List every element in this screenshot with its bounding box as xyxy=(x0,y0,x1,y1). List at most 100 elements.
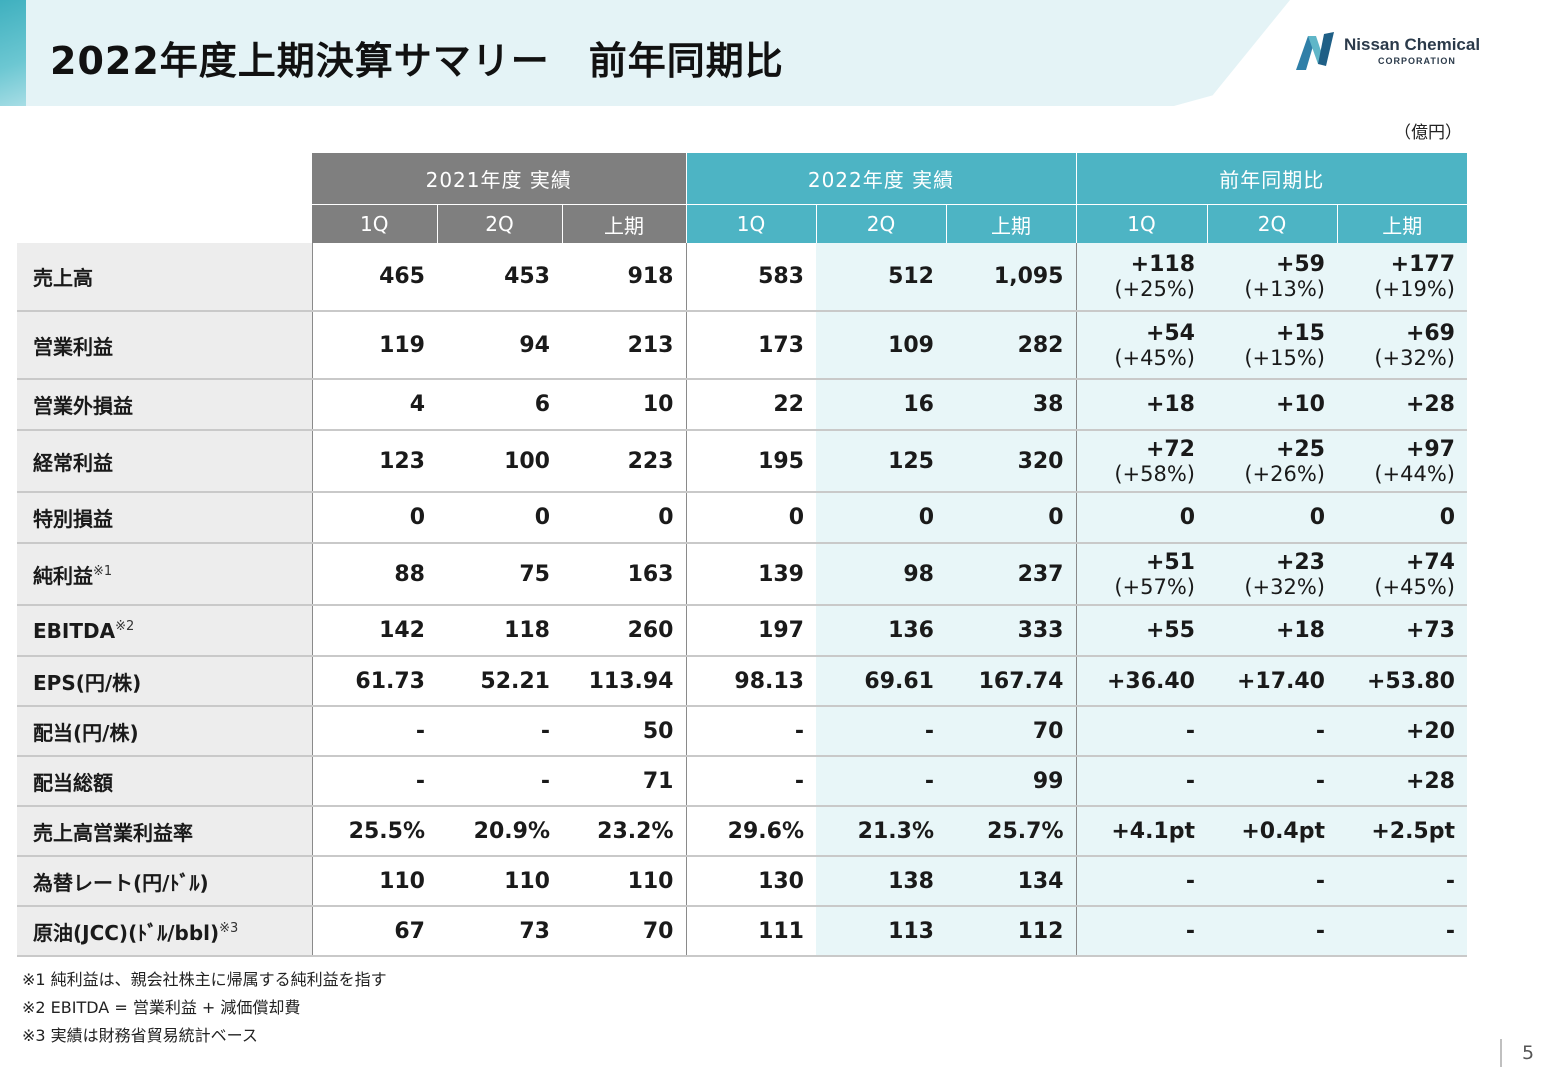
yoy-value: +18 xyxy=(1145,392,1195,417)
yoy-cell: +18 xyxy=(1207,605,1337,656)
fy2021-value: 75 xyxy=(519,561,550,587)
fy2021-cell: 453 xyxy=(437,243,562,311)
fy2022-value: 0 xyxy=(788,505,804,530)
header-accent-stripe xyxy=(0,0,26,106)
fy2021-cell: 20.9% xyxy=(437,806,562,856)
fy2021-value: 142 xyxy=(379,618,425,643)
fy2021-cell: - xyxy=(311,756,437,806)
row-label: 特別損益 xyxy=(17,492,312,543)
logo-name: Nissan Chemical xyxy=(1344,35,1481,54)
yoy-value: +15 xyxy=(1275,320,1325,346)
footnote-marker: ※3 xyxy=(219,920,239,936)
yoy-value: +53.80 xyxy=(1366,668,1455,694)
fy2021-cell: 0 xyxy=(437,492,562,543)
yoy-cell: +28 xyxy=(1337,756,1467,806)
yoy-percent: (+25%) xyxy=(1114,277,1195,301)
row-label: 純利益※1 xyxy=(17,543,312,605)
yoy-cell: - xyxy=(1075,906,1207,956)
fy2022-cell: 113 xyxy=(816,906,946,956)
yoy-cell: +97 (+44%) xyxy=(1337,430,1467,492)
fy2021-cell: 23.2% xyxy=(562,806,686,856)
yoy-value: +51 xyxy=(1145,549,1195,575)
yoy-value: +28 xyxy=(1405,768,1455,794)
fy2022-value: - xyxy=(794,718,804,744)
fy2022-value: 98 xyxy=(903,561,934,587)
fy2021-value: 73 xyxy=(519,918,550,944)
yoy-value: +23 xyxy=(1275,549,1325,575)
row-label: 営業利益 xyxy=(17,311,312,379)
fy2021-value: 453 xyxy=(504,264,550,289)
fy2022-value: - xyxy=(924,768,934,794)
fy2022-cell: 25.7% xyxy=(946,806,1076,856)
fy2021-cell: 10 xyxy=(562,379,686,430)
yoy-cell: +18 xyxy=(1075,379,1207,430)
row-label: 配当(円/株) xyxy=(17,706,312,756)
row-label-text: 配当総額 xyxy=(33,770,113,795)
row-label: 原油(JCC)(ﾄﾞﾙ/bbl)※3 xyxy=(17,906,312,956)
yoy-cell: - xyxy=(1337,856,1467,906)
yoy-cell: - xyxy=(1207,906,1337,956)
fy2022-cell: 237 xyxy=(946,543,1076,605)
table-row: 売上高営業利益率 25.5% 20.9% 23.2% 29.6% 21.3% 25.7% +4… xyxy=(17,806,1467,856)
col-header-yoy-h1: 上期 xyxy=(1336,204,1467,243)
fy2021-cell: 70 xyxy=(562,906,686,956)
fy2022-value: 22 xyxy=(773,392,804,417)
fy2021-value: 0 xyxy=(658,505,674,530)
yoy-cell: +69 (+32%) xyxy=(1337,311,1467,379)
yoy-percent: (+45%) xyxy=(1114,345,1195,370)
fy2021-value: 223 xyxy=(627,448,674,474)
fy2022-cell: 197 xyxy=(685,605,816,656)
fy2021-cell: 260 xyxy=(562,605,686,656)
fy2021-value: 260 xyxy=(627,618,674,643)
footnotes: ※1 純利益は、親会社株主に帰属する純利益を指す ※2 EBITDA = 営業利… xyxy=(22,966,387,1050)
fy2022-cell: 282 xyxy=(946,311,1076,379)
fy2022-value: 21.3% xyxy=(857,818,934,844)
page-number: 5 xyxy=(1500,1039,1534,1067)
fy2021-cell: 71 xyxy=(562,756,686,806)
fy2021-cell: 50 xyxy=(562,706,686,756)
col-header-2021-2q: 2Q xyxy=(436,204,562,243)
fy2021-cell: 113.94 xyxy=(562,656,686,706)
yoy-value: - xyxy=(1315,918,1325,944)
fy2021-cell: 110 xyxy=(437,856,562,906)
col-header-2022-1q: 1Q xyxy=(685,204,816,243)
fy2022-cell: 109 xyxy=(816,311,946,379)
yoy-value: - xyxy=(1315,718,1325,744)
yoy-cell: +177 (+19%) xyxy=(1337,243,1467,311)
yoy-cell: - xyxy=(1075,856,1207,906)
fy2021-cell: 110 xyxy=(311,856,437,906)
row-label-text: 為替レート(円/ﾄﾞﾙ) xyxy=(33,870,209,895)
fy2022-cell: 70 xyxy=(946,706,1076,756)
row-label-text: 営業外損益 xyxy=(33,394,133,418)
table-row: 売上高 465 453 918 583 512 1,095 +118 (+25%) +59 (+13… xyxy=(17,243,1467,311)
yoy-cell: - xyxy=(1075,706,1207,756)
fy2021-cell: 123 xyxy=(311,430,437,492)
fy2021-value: - xyxy=(415,768,425,794)
fy2022-value: 109 xyxy=(888,332,934,358)
yoy-value: +54 xyxy=(1145,320,1195,346)
fy2021-value: 10 xyxy=(642,392,674,417)
yoy-value: +74 xyxy=(1405,549,1455,575)
fy2021-value: 20.9% xyxy=(473,818,550,844)
fy2022-value: 29.6% xyxy=(727,818,804,844)
header-corner xyxy=(17,153,312,205)
fy2022-value: 0 xyxy=(918,505,934,530)
yoy-value: - xyxy=(1315,868,1325,894)
fy2022-cell: 111 xyxy=(685,906,816,956)
fy2021-value: 110 xyxy=(504,868,550,894)
fy2022-cell: 130 xyxy=(685,856,816,906)
fy2021-value: 918 xyxy=(627,264,674,289)
fy2022-value: - xyxy=(924,718,934,744)
unit-label: （億円） xyxy=(1394,123,1462,143)
fy2022-value: 0 xyxy=(1048,505,1064,530)
yoy-value: +17.40 xyxy=(1236,668,1325,694)
yoy-cell: +4.1pt xyxy=(1075,806,1207,856)
fy2021-cell: 118 xyxy=(437,605,562,656)
footnote-2: ※2 EBITDA = 営業利益 + 減価償却費 xyxy=(22,998,301,1017)
row-label-text: 純利益 xyxy=(33,563,93,588)
fy2021-value: 4 xyxy=(409,392,425,417)
yoy-percent: (+32%) xyxy=(1374,345,1455,370)
yoy-value: +10 xyxy=(1275,392,1325,417)
fy2022-cell: 99 xyxy=(946,756,1076,806)
fy2022-cell: - xyxy=(685,756,816,806)
